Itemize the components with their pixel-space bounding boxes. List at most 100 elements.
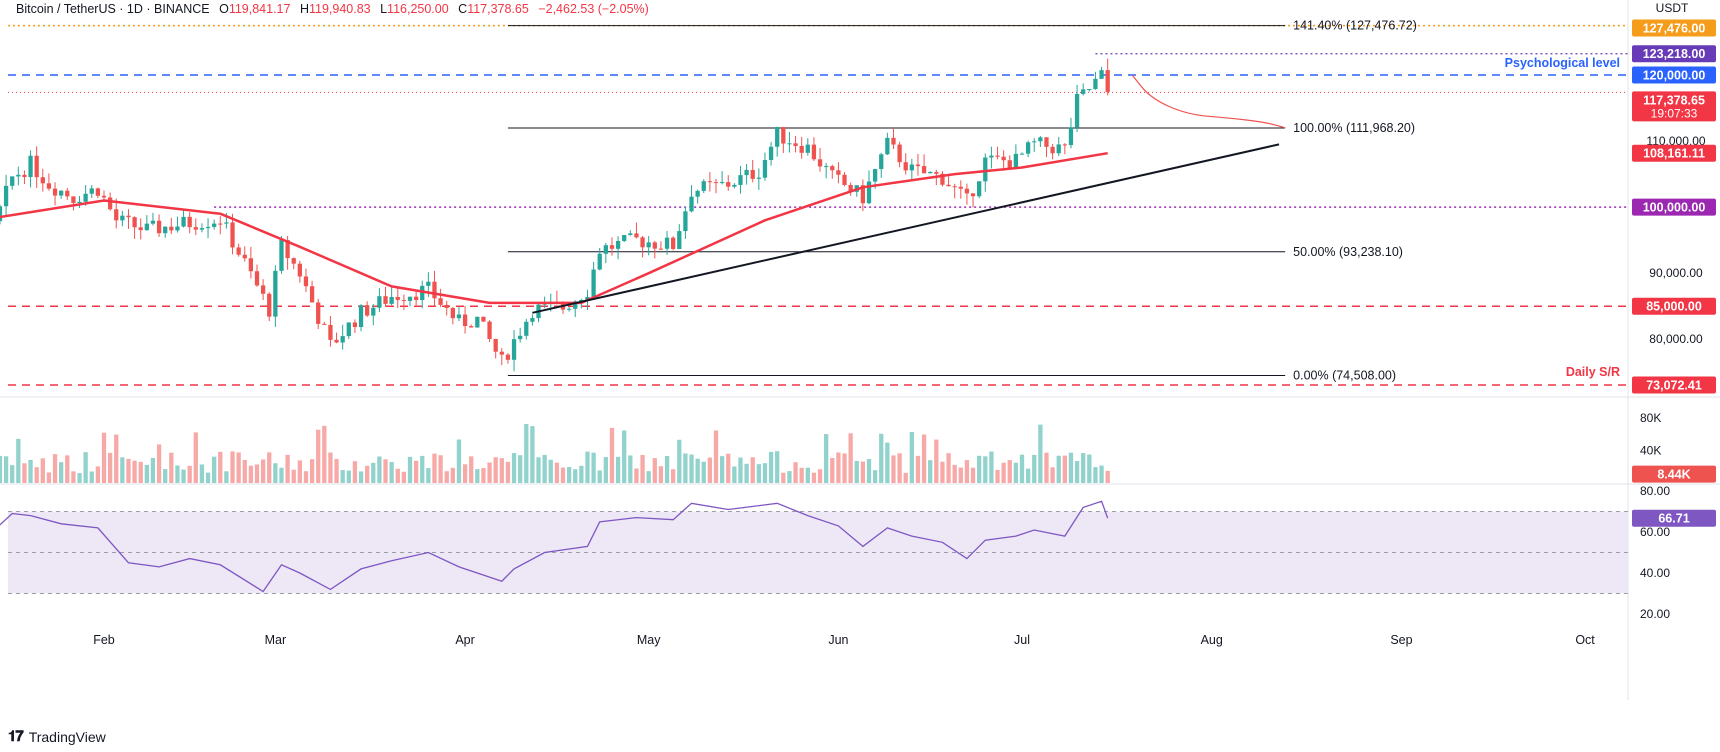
candle-body xyxy=(199,228,205,230)
candle-body xyxy=(1105,70,1110,92)
candle-body xyxy=(866,181,872,204)
fib-label-2: 50.00% (93,238.10) xyxy=(1293,245,1403,259)
candle-body xyxy=(793,143,798,146)
candle-body xyxy=(205,226,211,229)
volume-bar xyxy=(854,460,859,483)
volume-bar xyxy=(518,455,523,483)
candle-body xyxy=(224,222,229,224)
volume-bar xyxy=(1032,454,1037,483)
open-value: 119,841.17 xyxy=(228,2,291,16)
level-badge-0-bg xyxy=(1632,19,1716,37)
volume-bar xyxy=(150,457,156,483)
candle-body xyxy=(316,302,321,324)
close-value: 117,378.65 xyxy=(467,2,529,16)
volume-bar xyxy=(377,456,382,483)
rsi-tick-0: 80.00 xyxy=(1640,484,1670,498)
candle-body xyxy=(609,245,615,249)
volume-bar xyxy=(144,464,149,483)
candle-body xyxy=(156,220,162,234)
symbol-title[interactable]: Bitcoin / TetherUS · 1D · BINANCE xyxy=(16,2,210,16)
candle-body xyxy=(805,144,810,153)
volume-bar xyxy=(432,453,437,483)
volume-bar xyxy=(591,452,596,483)
volume-bar xyxy=(1038,424,1043,483)
candle-body xyxy=(22,174,27,178)
level-note-7: Daily S/R xyxy=(1566,365,1620,379)
volume-bar xyxy=(664,455,670,483)
volume-bar xyxy=(995,469,1000,483)
candle-body xyxy=(848,184,853,192)
candle-body xyxy=(218,223,223,225)
candle-body xyxy=(65,190,70,197)
volume-bar xyxy=(187,465,192,483)
volume-bar xyxy=(799,467,804,483)
tradingview-brand[interactable]: 𝟏𝟕 TradingView xyxy=(8,728,106,745)
volume-bar xyxy=(205,472,211,483)
volume-bar xyxy=(683,453,688,483)
candle-body xyxy=(40,177,45,184)
volume-bar xyxy=(762,463,768,483)
price-tick-2: 80,000.00 xyxy=(1649,332,1703,346)
candle-body xyxy=(254,271,260,286)
level-badge-2-text: 120,000.00 xyxy=(1643,69,1706,83)
volume-bar xyxy=(860,461,866,483)
candle-body xyxy=(713,182,719,184)
candle-body xyxy=(95,188,101,196)
volume-last-badge-text: 8.44K xyxy=(1657,468,1690,482)
volume-bar xyxy=(1050,467,1055,483)
volume-bar xyxy=(169,452,174,483)
candle-body xyxy=(787,143,792,145)
volume-bar xyxy=(456,439,462,483)
volume-bar xyxy=(224,471,229,483)
candle-body xyxy=(46,183,52,189)
volume-bar xyxy=(872,470,878,483)
candle-body xyxy=(499,351,504,355)
candle-body xyxy=(3,185,9,207)
volume-bar xyxy=(248,465,254,483)
volume-bar xyxy=(352,461,358,483)
level-badge-6-bg xyxy=(1632,297,1716,315)
time-label-1: Mar xyxy=(265,633,287,647)
volume-bar xyxy=(469,456,474,483)
volume-bar xyxy=(230,451,235,483)
volume-bar xyxy=(566,467,572,483)
volume-bar xyxy=(1056,455,1061,483)
candle-body xyxy=(597,253,602,270)
candle-body xyxy=(872,169,878,182)
candle-body xyxy=(83,193,88,202)
candle-body xyxy=(1044,137,1049,147)
volume-bar xyxy=(848,433,853,483)
candle-body xyxy=(1032,141,1037,143)
volume-bar xyxy=(1081,453,1086,483)
low-value: 116,250.00 xyxy=(387,2,449,16)
volume-bar xyxy=(622,430,627,483)
volume-bar xyxy=(175,465,180,483)
volume-bar xyxy=(1068,452,1074,483)
time-label-8: Oct xyxy=(1575,633,1595,647)
volume-bar xyxy=(22,463,27,483)
change-value: −2,462.53 (−2.05%) xyxy=(538,2,649,16)
volume-bar xyxy=(830,457,835,483)
volume-bar xyxy=(438,455,443,483)
rsi-last-badge-bg xyxy=(1632,509,1716,527)
volume-bar xyxy=(462,464,468,483)
candle-body xyxy=(1074,93,1080,128)
candle-body xyxy=(89,188,94,194)
volume-bar xyxy=(389,462,394,483)
currency-label[interactable]: USDT xyxy=(1655,1,1689,15)
candle-body xyxy=(450,307,455,319)
volume-bar xyxy=(297,460,302,483)
volume-bar xyxy=(934,439,939,483)
volume-bar xyxy=(585,451,590,483)
candle-body xyxy=(101,195,107,198)
candle-body xyxy=(566,308,572,310)
brand-name: TradingView xyxy=(28,728,106,745)
volume-bar xyxy=(811,472,817,483)
candle-body xyxy=(236,247,241,255)
volume-bar xyxy=(401,471,407,483)
volume-bar xyxy=(836,452,841,483)
candle-body xyxy=(169,226,174,231)
volume-bar xyxy=(309,459,315,483)
candle-body xyxy=(591,269,596,297)
